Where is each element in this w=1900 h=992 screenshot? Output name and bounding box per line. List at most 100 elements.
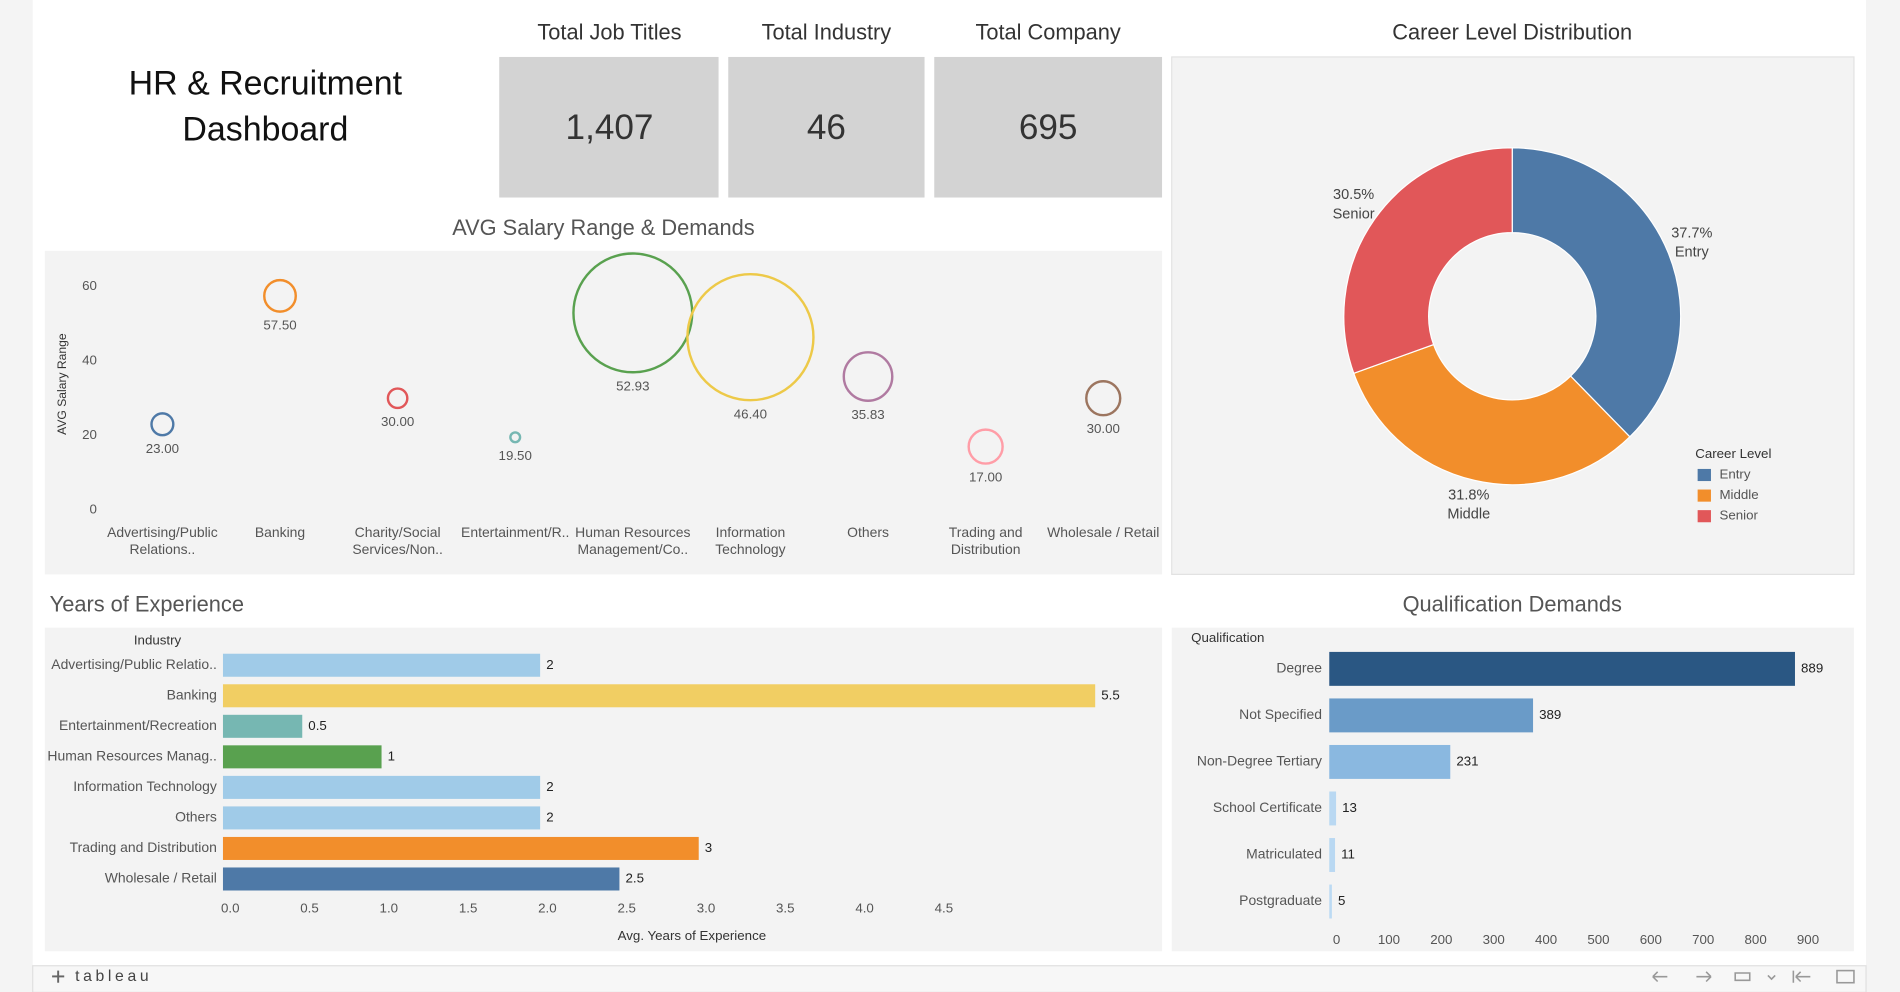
data-label: 0.5 xyxy=(308,718,327,733)
y-tick-label: 0 xyxy=(90,501,97,516)
bar xyxy=(222,867,620,891)
chart-title: AVG Salary Range & Demands xyxy=(452,215,755,240)
kpi-value: 1,407 xyxy=(566,108,654,147)
data-label: 17.00 xyxy=(969,470,1002,485)
x-tick-label: 800 xyxy=(1745,932,1767,947)
axis-header: Industry xyxy=(134,633,182,648)
x-tick-label: 600 xyxy=(1640,932,1662,947)
revert-icon[interactable] xyxy=(1734,972,1751,982)
data-label: 5 xyxy=(1338,893,1345,908)
x-tick-label: Banking xyxy=(255,524,305,540)
legend-swatch xyxy=(1697,468,1711,482)
data-label: 30.00 xyxy=(1087,421,1120,436)
x-tick-label: 0.5 xyxy=(300,900,319,915)
bubble xyxy=(263,278,297,313)
chart-title: Career Level Distribution xyxy=(1392,20,1632,45)
y-tick-label: Non-Degree Tertiary xyxy=(1197,753,1322,769)
data-label: 2 xyxy=(546,657,553,672)
x-tick-label: 200 xyxy=(1430,932,1452,947)
dashboard-title: HR & Recruitment Dashboard xyxy=(128,64,403,148)
bar xyxy=(222,775,541,799)
data-label: 31.8% xyxy=(1448,487,1489,503)
bar xyxy=(222,836,699,860)
y-tick-label: Information Technology xyxy=(73,778,217,794)
y-tick-label: Banking xyxy=(167,686,217,702)
legend-label: Senior xyxy=(1719,508,1758,523)
x-tick-label: 4.0 xyxy=(855,900,874,915)
bar xyxy=(1329,884,1332,919)
axis-header: Qualification xyxy=(1191,630,1264,645)
slice-label: Senior xyxy=(1333,206,1375,222)
x-axis-label: Avg. Years of Experience xyxy=(618,928,767,943)
y-tick-label: Entertainment/Recreation xyxy=(59,717,217,733)
x-tick-label: 300 xyxy=(1483,932,1505,947)
legend-swatch xyxy=(1697,489,1711,502)
dropdown-icon[interactable] xyxy=(1767,974,1776,981)
nav-icons xyxy=(1652,969,1855,984)
bar xyxy=(222,714,303,738)
bubble xyxy=(150,412,175,437)
reset-icon[interactable] xyxy=(1792,970,1811,983)
y-tick-label: 20 xyxy=(82,427,97,442)
slice-label: Middle xyxy=(1447,507,1490,523)
undo-icon[interactable] xyxy=(1652,971,1668,983)
bar xyxy=(222,745,382,769)
data-label: 37.7% xyxy=(1671,225,1712,241)
data-label: 2 xyxy=(546,809,553,824)
bubble xyxy=(842,351,894,402)
x-tick-label: 0.0 xyxy=(221,900,240,915)
bar xyxy=(1329,698,1534,733)
data-label: 52.93 xyxy=(616,378,649,393)
data-label: 2.5 xyxy=(625,871,644,886)
footer-bar xyxy=(32,965,1867,992)
redo-icon[interactable] xyxy=(1696,971,1712,983)
data-label: 231 xyxy=(1456,753,1478,768)
legend-title: Career Level xyxy=(1695,446,1771,461)
y-tick-label: 60 xyxy=(82,278,97,293)
bar xyxy=(1329,651,1795,686)
y-tick-label: Human Resources Manag.. xyxy=(47,748,216,764)
slice-label: Entry xyxy=(1675,245,1710,261)
data-label: 5.5 xyxy=(1101,687,1120,702)
y-tick-label: 40 xyxy=(82,353,97,368)
data-label: 1 xyxy=(388,748,395,763)
kpi-label: Total Job Titles xyxy=(537,20,681,45)
fullscreen-icon[interactable] xyxy=(1836,969,1855,984)
donut-slice xyxy=(1511,147,1682,438)
y-tick-label: Trading and Distribution xyxy=(70,839,217,855)
kpi-card xyxy=(728,56,925,198)
x-tick-label: Charity/Social Services/Non.. xyxy=(352,524,443,557)
x-tick-label: 0 xyxy=(1333,932,1340,947)
bubble xyxy=(386,387,409,410)
legend-label: Entry xyxy=(1719,467,1750,482)
bubble xyxy=(686,272,815,402)
bar xyxy=(222,653,541,677)
bar xyxy=(1329,838,1336,872)
x-tick-label: 2.0 xyxy=(538,900,557,915)
x-tick-label: 100 xyxy=(1378,932,1400,947)
x-tick-label: 400 xyxy=(1535,932,1557,947)
y-tick-label: Matriculated xyxy=(1246,846,1322,862)
data-label: 57.50 xyxy=(263,318,296,333)
x-tick-label: Others xyxy=(847,524,889,540)
data-label: 46.40 xyxy=(734,406,767,421)
x-tick-label: 4.5 xyxy=(935,900,954,915)
chart-title: Qualification Demands xyxy=(1403,592,1622,617)
y-axis-label: AVG Salary Range xyxy=(55,333,69,435)
x-tick-label: 700 xyxy=(1692,932,1714,947)
data-label: 35.83 xyxy=(851,407,884,422)
bar xyxy=(222,806,541,830)
data-label: 389 xyxy=(1539,707,1561,722)
x-tick-label: Advertising/Public Relations.. xyxy=(107,524,218,557)
x-tick-label: 1.0 xyxy=(380,900,399,915)
x-tick-label: 500 xyxy=(1587,932,1609,947)
data-label: 2 xyxy=(546,779,553,794)
bar xyxy=(222,684,1096,708)
data-label: 11 xyxy=(1341,847,1355,862)
tableau-logo-mark xyxy=(52,970,65,983)
x-tick-label: 3.0 xyxy=(697,900,716,915)
kpi-value: 695 xyxy=(1019,108,1078,147)
